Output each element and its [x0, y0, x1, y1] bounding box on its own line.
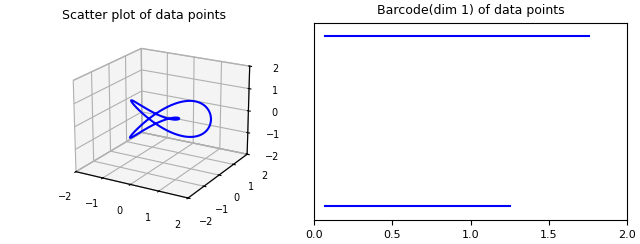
Text: Scatter plot of data points: Scatter plot of data points [62, 10, 226, 22]
Title: Barcode(dim 1) of data points: Barcode(dim 1) of data points [377, 4, 564, 17]
